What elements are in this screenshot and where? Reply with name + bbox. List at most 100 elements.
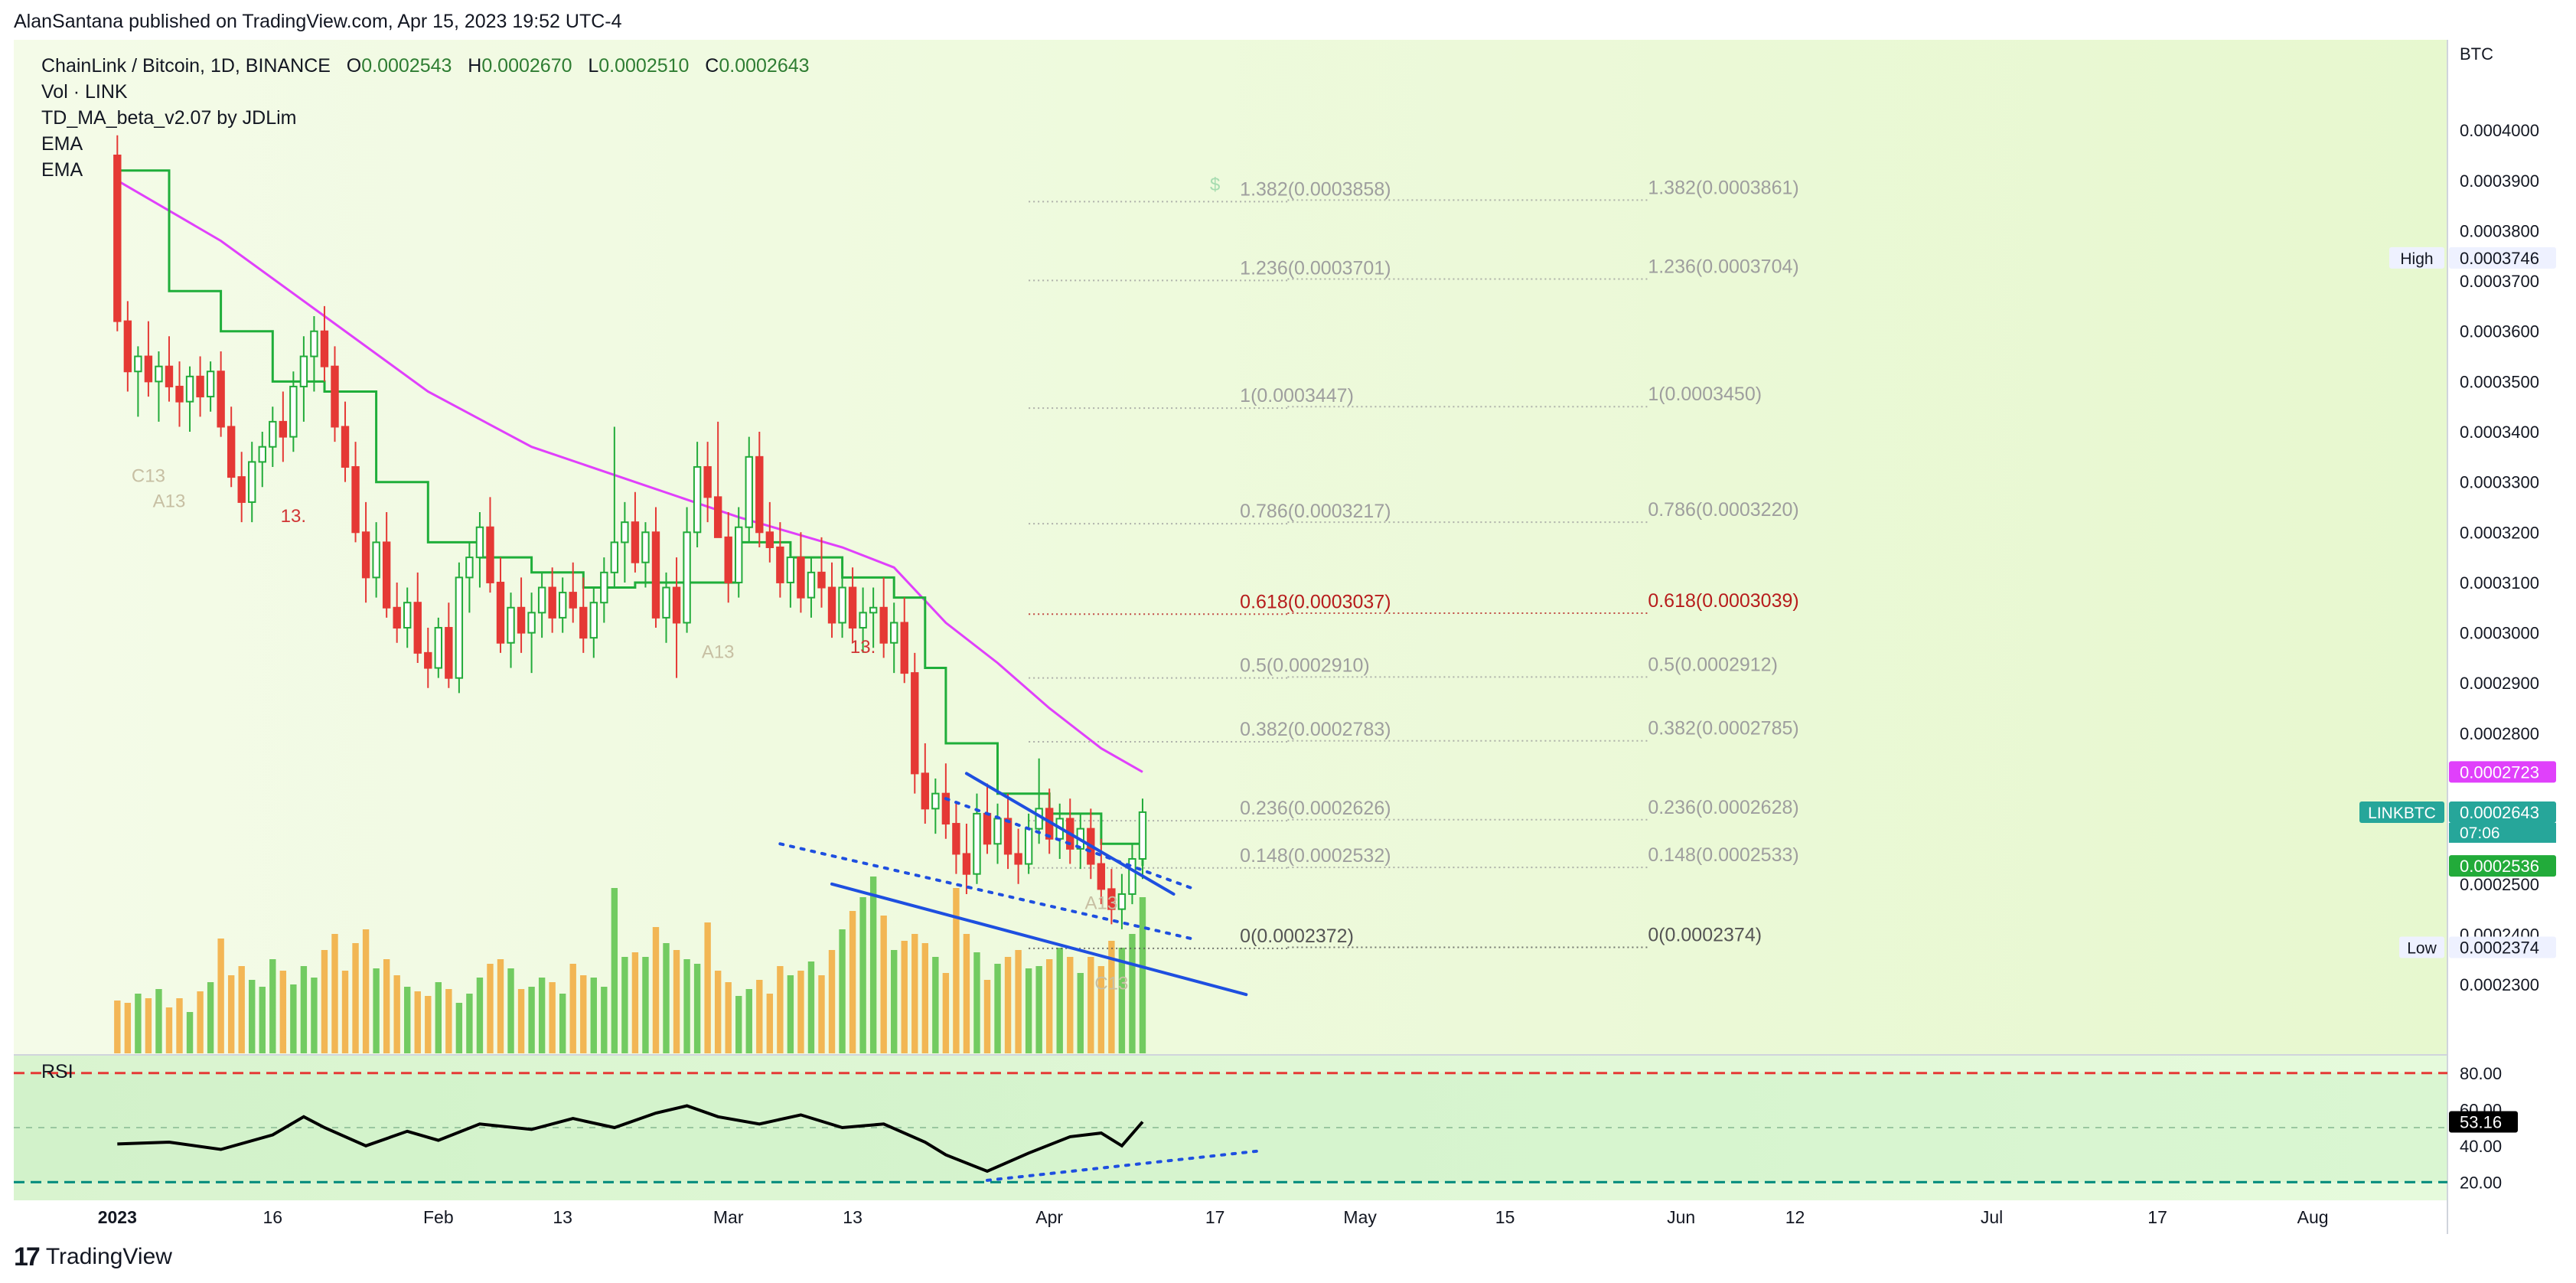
candle-up — [662, 586, 670, 619]
candle-down — [413, 602, 422, 654]
price-label-box — [2449, 855, 2556, 877]
candle-up — [890, 622, 898, 644]
time-tick-label: Jul — [1981, 1207, 2003, 1227]
close-label: C — [705, 55, 719, 77]
candle-up — [807, 571, 816, 599]
volume-bar — [373, 968, 380, 1053]
price-label-tag: Low — [2407, 940, 2437, 958]
high-value: 0.0002670 — [481, 55, 572, 77]
price-tick-label: 0.0003700 — [2460, 272, 2539, 291]
volume-bar — [497, 959, 504, 1053]
volume-bar — [145, 998, 152, 1053]
low-value: 0.0002510 — [598, 55, 690, 77]
candle-up — [310, 330, 318, 357]
trendlines-layer[interactable] — [778, 772, 1248, 997]
volume-bar — [631, 952, 639, 1053]
time-tick-label: 17 — [1205, 1207, 1225, 1227]
volume-bar — [290, 984, 297, 1053]
volume-bar — [932, 957, 939, 1053]
candle-up — [641, 531, 650, 563]
volume-bar — [466, 994, 473, 1053]
price-label-value: 0.0002723 — [2460, 762, 2539, 782]
candle-down — [1014, 853, 1022, 865]
volume-bar — [425, 996, 432, 1053]
candle-down — [911, 672, 919, 775]
rsi-trendline — [986, 1149, 1258, 1182]
fib-right-label: 1.236(0.0003704) — [1648, 256, 1798, 277]
candle-down — [651, 531, 660, 619]
candle-down — [382, 541, 391, 609]
volume-bar — [207, 982, 214, 1053]
candle-down — [879, 606, 888, 644]
dotted-trendline[interactable] — [944, 797, 1196, 891]
candle-up — [931, 792, 940, 810]
candle-up — [735, 526, 743, 583]
volume-bar — [217, 939, 224, 1053]
legend-ema-2[interactable]: EMA — [41, 159, 83, 181]
volume-bar — [725, 982, 732, 1053]
volume-bar — [197, 991, 204, 1053]
volume-bar — [404, 987, 411, 1053]
candle-up — [465, 557, 474, 579]
candle-up — [869, 606, 878, 614]
volume-bar — [135, 994, 142, 1053]
fib-right-label: 0.5(0.0002912) — [1648, 654, 1778, 675]
candle-up — [1117, 893, 1127, 910]
chart-frame[interactable]: 1.382(0.0003858) 1.236(0.0003701) 1(0.0003… — [14, 40, 2558, 1234]
volume-bar — [621, 957, 628, 1053]
volume-bar — [538, 978, 546, 1053]
volume-bar — [601, 987, 608, 1053]
fib-left-label: 0.382(0.0002783) — [1240, 719, 1391, 740]
ema-line — [116, 179, 1143, 773]
legend-ema-1[interactable]: EMA — [41, 133, 83, 155]
volume-bar — [756, 980, 763, 1053]
volume-bar — [1004, 957, 1012, 1053]
td-annotation: A13 — [1084, 893, 1117, 914]
rsi-layer — [14, 1072, 2447, 1183]
candle-down — [1003, 818, 1012, 855]
volume-bar — [383, 959, 390, 1053]
candle-down — [361, 531, 370, 579]
volume-bar — [663, 943, 670, 1053]
candle-up — [600, 571, 608, 604]
solid-trendline[interactable] — [830, 882, 1248, 997]
candle-up — [269, 420, 277, 448]
legend-rsi[interactable]: RSI — [41, 1061, 73, 1082]
price-tick-label: 0.0003900 — [2460, 171, 2539, 191]
candle-up — [558, 592, 567, 619]
fib-left-label: 1(0.0003447) — [1240, 385, 1354, 406]
candle-down — [1107, 888, 1116, 910]
legend-volume[interactable]: Vol · LINK — [41, 81, 128, 103]
td-annotation: A13 — [153, 491, 186, 511]
price-label-value: 0.0002536 — [2460, 857, 2539, 876]
candle-up — [527, 612, 536, 634]
candle-down — [445, 627, 453, 679]
time-tick-label: Feb — [423, 1207, 454, 1227]
candle-down — [320, 330, 329, 367]
volume-bar — [839, 929, 846, 1053]
candle-up — [683, 531, 691, 624]
volume-bar — [880, 916, 887, 1053]
solid-trendline[interactable] — [964, 772, 1176, 896]
volume-bar — [1129, 934, 1136, 1053]
candle-up — [289, 385, 298, 438]
candle-up — [507, 606, 515, 644]
price-label-sub-box — [2449, 822, 2556, 843]
volume-bar — [891, 950, 898, 1053]
td-annotation: 13. — [850, 637, 876, 658]
price-chart[interactable]: 1.382(0.0003858) 1.236(0.0003701) 1(0.0003… — [14, 40, 2558, 1234]
candle-down — [765, 531, 774, 549]
volume-bar — [435, 982, 442, 1053]
candle-up — [993, 818, 1002, 845]
close-value: 0.0002643 — [719, 55, 810, 77]
price-label-tag-box — [2359, 801, 2444, 823]
price-tick-label: 0.0002800 — [2460, 724, 2539, 743]
dotted-trendline[interactable] — [778, 842, 1196, 942]
candle-down — [962, 853, 971, 875]
fib-left-label: 0(0.0002372) — [1240, 926, 1354, 947]
legend-indicator[interactable]: TD_MA_beta_v2.07 by JDLim — [41, 107, 297, 129]
candle-up — [372, 541, 380, 579]
price-pane-bg — [14, 40, 2447, 1055]
symbol-name[interactable]: ChainLink / Bitcoin, 1D, BINANCE — [41, 55, 331, 77]
candle-down — [724, 536, 732, 583]
